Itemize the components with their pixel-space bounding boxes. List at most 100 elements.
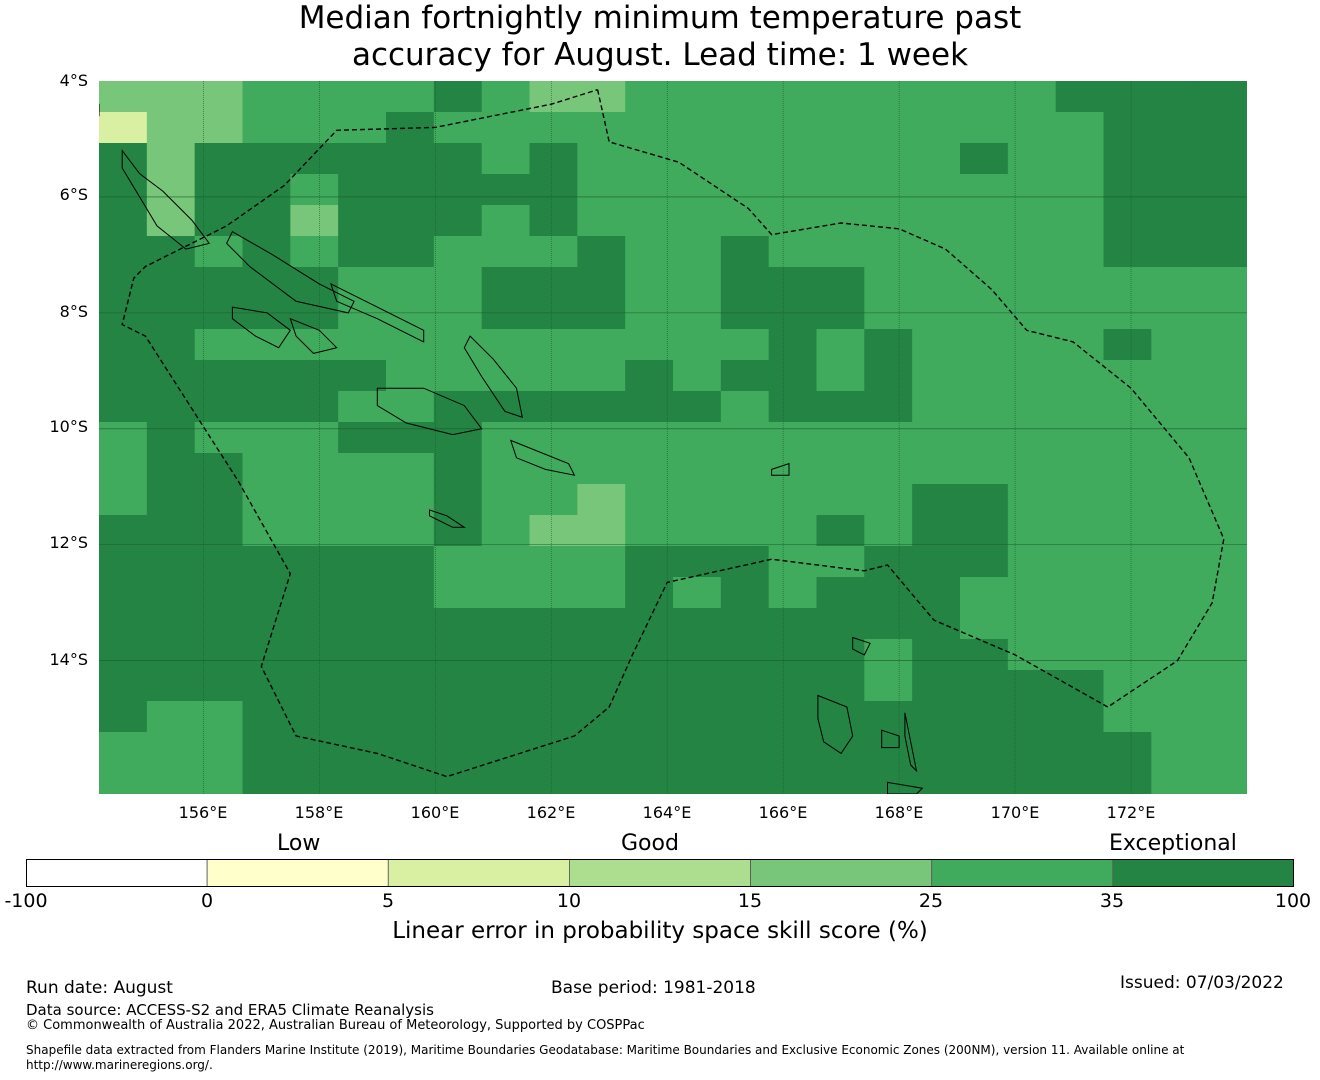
grid-cell	[433, 732, 483, 764]
grid-cell	[146, 670, 196, 702]
grid-cell	[912, 360, 961, 392]
grid-cell	[194, 112, 244, 144]
grid-cell	[1199, 763, 1247, 794]
grid-cell	[720, 701, 770, 733]
grid-cell	[816, 174, 865, 206]
grid-cell	[433, 670, 483, 702]
grid-cell	[625, 670, 674, 702]
grid-cell	[1007, 608, 1057, 640]
grid-cell	[1055, 298, 1105, 330]
grid-cell	[338, 81, 387, 113]
grid-cell	[577, 453, 626, 485]
grid-cell	[481, 484, 531, 516]
grid-cell	[577, 670, 626, 702]
grid-cell	[1151, 701, 1200, 733]
grid-cell	[1007, 391, 1057, 423]
grid-cell	[1055, 546, 1105, 578]
grid-cell	[194, 515, 244, 547]
colorbar-segment	[931, 859, 1114, 887]
grid-cell	[816, 298, 865, 330]
legend-tick: 100	[1274, 890, 1312, 912]
grid-cell	[433, 81, 483, 113]
grid-cell	[529, 236, 578, 268]
legend-exceptional-label: Exceptional	[1109, 831, 1237, 856]
grid-cell	[912, 608, 961, 640]
grid-cell	[338, 484, 387, 516]
grid-cell	[481, 515, 531, 547]
grid-cell	[386, 329, 435, 361]
grid-cell	[1055, 577, 1105, 609]
grid-cell	[290, 608, 339, 640]
island-outline	[509, 439, 576, 476]
grid-cell	[99, 546, 148, 578]
grid-cell	[99, 360, 148, 392]
lat-label-12s: 12°S	[49, 533, 88, 552]
grid-cell	[912, 143, 961, 175]
grid-cell	[1151, 732, 1200, 764]
grid-cell	[290, 763, 339, 794]
grid-cell	[433, 205, 483, 237]
grid-cell	[338, 112, 387, 144]
grid-cell	[1199, 577, 1247, 609]
grid-cell	[290, 577, 339, 609]
grid-cell	[338, 143, 387, 175]
grid-cell	[99, 732, 148, 764]
grid-cell	[1007, 267, 1057, 299]
grid-cell	[720, 639, 770, 671]
grid-cell	[1007, 298, 1057, 330]
grid-cell	[960, 143, 1009, 175]
grid-cell	[529, 329, 578, 361]
grid-cell	[146, 329, 196, 361]
grid-cell	[529, 608, 578, 640]
colorbar-segment	[569, 859, 751, 887]
grid-cell	[912, 112, 961, 144]
grid-cell	[338, 453, 387, 485]
grid-cell	[529, 484, 578, 516]
grid-cell	[433, 453, 483, 485]
grid-cell	[99, 577, 148, 609]
grid-cell	[1151, 763, 1200, 794]
grid-cell	[864, 577, 913, 609]
grid-cell	[864, 608, 913, 640]
grid-cell	[290, 422, 339, 454]
grid-cell	[386, 577, 435, 609]
grid-cell	[1007, 546, 1057, 578]
grid-cell	[194, 763, 244, 794]
grid-cell	[1103, 453, 1152, 485]
grid-cell	[1055, 205, 1105, 237]
grid-cell	[816, 112, 865, 144]
island-outline	[121, 149, 211, 250]
grid-cell	[577, 360, 626, 392]
grid-cell	[433, 298, 483, 330]
grid-cell	[577, 608, 626, 640]
island-outline	[771, 462, 790, 476]
grid-cell	[1055, 670, 1105, 702]
grid-cell	[625, 360, 674, 392]
grid-cell	[1007, 329, 1057, 361]
grid-cell	[577, 577, 626, 609]
grid-cell	[481, 763, 531, 794]
grid-cell	[720, 391, 770, 423]
grid-cell	[146, 205, 196, 237]
grid-cell	[1055, 81, 1105, 113]
grid-cell	[960, 484, 1009, 516]
island-outline	[881, 729, 900, 749]
grid-cell	[1199, 360, 1247, 392]
grid-cell	[816, 81, 865, 113]
legend-tick: 5	[381, 890, 395, 912]
grid-cell	[338, 174, 387, 206]
grid-cell	[481, 112, 531, 144]
grid-cell	[1055, 515, 1105, 547]
grid-cell	[146, 546, 196, 578]
grid-cell	[1055, 143, 1105, 175]
grid-cell	[1055, 236, 1105, 268]
grid-cell	[1199, 484, 1247, 516]
grid-cell	[242, 453, 291, 485]
grid-cell	[1199, 143, 1247, 175]
grid-cell	[386, 174, 435, 206]
grid-cell	[338, 732, 387, 764]
grid-cell	[960, 670, 1009, 702]
grid-cell	[673, 670, 722, 702]
grid-cell	[960, 577, 1009, 609]
grid-cell	[720, 81, 770, 113]
